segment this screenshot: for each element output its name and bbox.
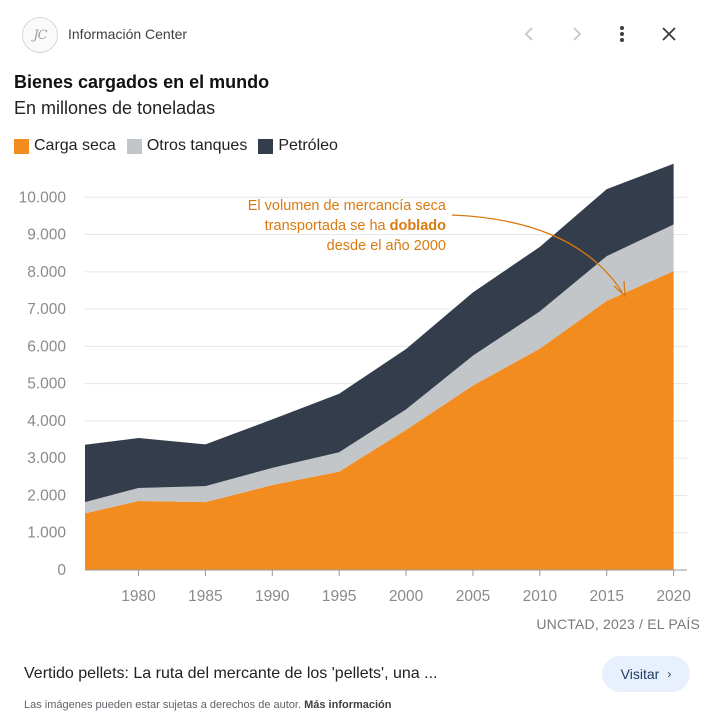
- chevron-right-icon: ›: [667, 667, 672, 681]
- area-series-carga-seca: [85, 271, 674, 570]
- y-tick-label: 6.000: [27, 338, 66, 355]
- annotation-line-2-text: transportada se ha: [265, 218, 390, 234]
- rights-text: Las imágenes pueden estar sujetas a dere…: [24, 699, 302, 711]
- next-button[interactable]: [560, 18, 592, 50]
- area-series-otros-tanques: [85, 224, 674, 514]
- y-tick-label: 10.000: [19, 189, 67, 206]
- legend-label: Carga seca: [34, 137, 116, 154]
- top-bar: JC Información Center: [0, 0, 720, 66]
- legend-label: Otros tanques: [146, 137, 248, 154]
- x-tick-label: 2015: [589, 588, 623, 605]
- legend-item-carga-seca: Carga seca: [14, 137, 116, 155]
- legend-swatch: [14, 138, 29, 154]
- chart-title: Bienes cargados en el mundo: [14, 72, 270, 92]
- y-tick-label: 7.000: [27, 301, 66, 318]
- y-tick-label: 9.000: [27, 227, 66, 244]
- source-logo[interactable]: JC: [22, 17, 58, 53]
- visit-label: Visitar: [620, 666, 660, 682]
- visit-button[interactable]: Visitar ›: [602, 656, 690, 692]
- more-options-button[interactable]: [606, 18, 638, 50]
- x-tick-label: 1995: [322, 588, 356, 605]
- previous-button[interactable]: [514, 18, 546, 50]
- chart-credit: UNCTAD, 2023 / EL PAÍS: [536, 616, 700, 632]
- y-tick-label: 3.000: [27, 450, 66, 467]
- annotation-line-1: El volumen de mercancía seca: [248, 198, 447, 214]
- chart-subtitle: En millones de toneladas: [14, 98, 216, 118]
- y-tick-label: 8.000: [27, 264, 66, 281]
- legend-swatch: [258, 138, 274, 154]
- chart-annotation: El volumen de mercancía seca transportad…: [248, 198, 626, 298]
- annotation-emphasis: doblado: [390, 218, 447, 234]
- annotation-arrow: [451, 214, 623, 293]
- legend-label: Petróleo: [278, 137, 338, 154]
- area-series-petr-leo: [85, 163, 674, 503]
- x-tick-label: 2020: [656, 588, 691, 605]
- annotation-line-3: desde el año 2000: [327, 238, 446, 254]
- chart-legend: Carga seca Otros tanques Petróleo: [14, 137, 349, 155]
- y-tick-label: 0: [57, 562, 66, 579]
- x-tick-label: 1980: [121, 588, 156, 605]
- annotation-arrowhead: [613, 280, 626, 298]
- y-tick-label: 4.000: [27, 413, 66, 430]
- chevron-left-icon: [524, 27, 533, 41]
- source-name[interactable]: Información Center: [68, 26, 188, 42]
- annotation-line-2: transportada se ha doblado: [265, 218, 446, 234]
- legend-item-petroleo: Petróleo: [258, 137, 338, 155]
- more-vert-icon: [620, 26, 624, 42]
- stacked-area-chart: 0 1.000 2.000 3.000 4.000 5.000 6.000 7.000 8.00…: [19, 163, 691, 605]
- x-tick-label: 2010: [523, 588, 558, 605]
- close-button[interactable]: [653, 18, 685, 50]
- y-tick-label: 1.000: [27, 525, 66, 542]
- more-info-link[interactable]: Más información: [304, 699, 392, 711]
- x-tick-label: 1985: [188, 588, 222, 605]
- x-tick-label: 1990: [255, 588, 290, 605]
- y-tick-label: 5.000: [27, 376, 66, 393]
- logo-text: JC: [33, 27, 47, 43]
- copyright-notice: Las imágenes pueden estar sujetas a dere…: [24, 699, 392, 711]
- chevron-right-icon: [573, 27, 582, 41]
- close-icon: [662, 27, 676, 41]
- y-tick-label: 2.000: [27, 487, 66, 504]
- legend-item-otros-tanques: Otros tanques: [126, 137, 248, 155]
- image-caption[interactable]: Vertido pellets: La ruta del mercante de…: [24, 665, 438, 682]
- x-tick-label: 2000: [389, 588, 424, 605]
- x-tick-label: 2005: [456, 588, 490, 605]
- legend-swatch: [126, 138, 142, 154]
